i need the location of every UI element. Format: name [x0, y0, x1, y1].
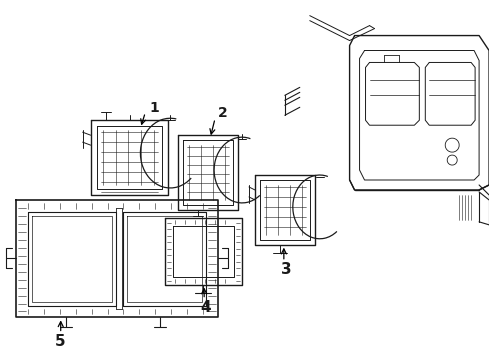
Text: 1: 1 [149, 101, 159, 115]
Text: 5: 5 [55, 334, 65, 349]
Text: 3: 3 [281, 262, 292, 277]
Text: 2: 2 [218, 106, 228, 120]
Text: 4: 4 [200, 300, 211, 315]
